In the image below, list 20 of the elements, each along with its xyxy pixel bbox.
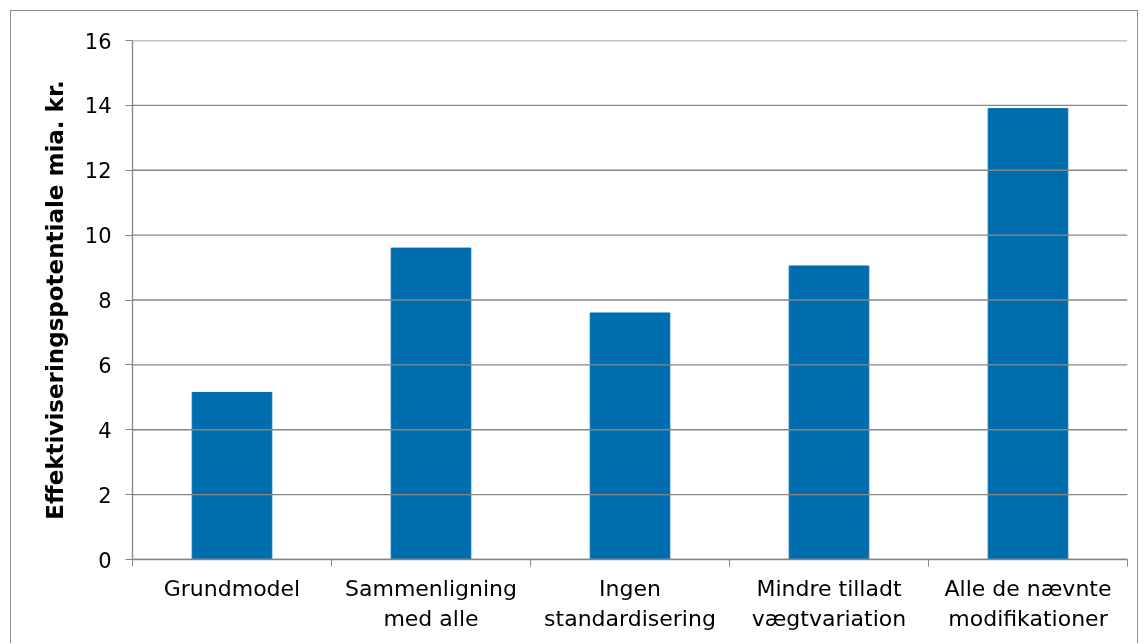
y-tick-label: 12 [84, 159, 112, 184]
y-tick-label: 0 [98, 548, 112, 573]
x-tick-label: Alle de nævnte modifikationer [944, 575, 1112, 631]
y-tick-label: 2 [98, 483, 112, 508]
y-tick-label: 8 [98, 289, 112, 313]
bar [987, 108, 1069, 560]
x-tick-label: Sammenligning med alle [345, 575, 517, 631]
x-tick-label: Mindre tilladt vægtvariation [751, 575, 907, 631]
bar [191, 391, 273, 560]
x-tick-label: Ingen standardisering [544, 575, 716, 631]
bar [788, 265, 870, 560]
y-axis-title: Effektiviseringspotentiale mia. kr. [41, 80, 68, 520]
y-tick-label: 4 [98, 418, 112, 443]
y-tick-label: 6 [98, 353, 112, 378]
y-tick-label: 10 [84, 224, 112, 249]
y-tick-label: 16 [84, 29, 112, 54]
bar [589, 312, 671, 560]
x-tick-label: Grundmodel [163, 575, 301, 601]
y-tick-label: 14 [84, 94, 112, 119]
bar [390, 247, 472, 560]
